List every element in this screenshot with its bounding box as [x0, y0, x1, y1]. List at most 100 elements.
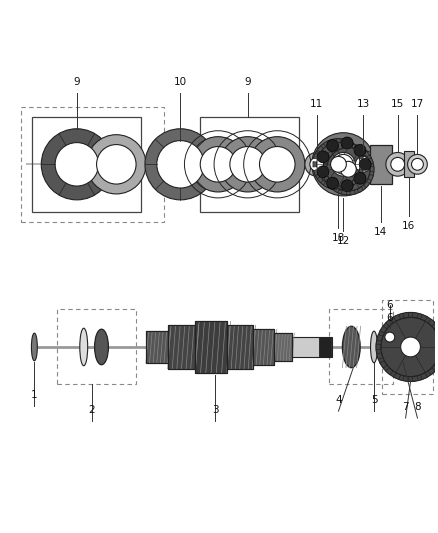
Circle shape: [341, 180, 353, 192]
Circle shape: [41, 129, 113, 200]
Bar: [382, 300, 433, 394]
Bar: [146, 331, 168, 363]
Circle shape: [230, 147, 265, 182]
Text: 4: 4: [335, 395, 342, 405]
Bar: [253, 329, 274, 365]
Polygon shape: [333, 146, 339, 152]
Text: 7: 7: [402, 402, 409, 412]
Polygon shape: [364, 151, 370, 157]
Polygon shape: [341, 190, 347, 195]
Polygon shape: [380, 361, 387, 368]
Polygon shape: [327, 181, 333, 188]
Polygon shape: [314, 153, 319, 159]
Text: 5: 5: [371, 395, 377, 405]
Bar: [404, 151, 413, 177]
Text: 9: 9: [74, 77, 80, 87]
Circle shape: [412, 158, 424, 170]
Polygon shape: [323, 141, 330, 147]
Bar: [168, 325, 195, 369]
Polygon shape: [420, 373, 427, 379]
Circle shape: [220, 136, 275, 192]
Text: 11: 11: [310, 99, 323, 109]
Polygon shape: [434, 361, 438, 368]
Text: 6: 6: [386, 313, 393, 324]
Bar: [227, 325, 253, 369]
Text: 9: 9: [244, 77, 251, 87]
Ellipse shape: [32, 333, 37, 361]
Circle shape: [354, 172, 366, 184]
Circle shape: [313, 139, 364, 190]
Bar: [21, 107, 164, 222]
Polygon shape: [340, 185, 346, 190]
Text: 2: 2: [88, 405, 95, 415]
Text: 6: 6: [386, 300, 393, 310]
Circle shape: [145, 129, 216, 200]
Circle shape: [312, 133, 375, 196]
Bar: [227, 325, 253, 369]
Polygon shape: [323, 174, 329, 181]
Bar: [292, 337, 332, 357]
Circle shape: [310, 157, 324, 171]
Polygon shape: [347, 141, 353, 147]
Polygon shape: [368, 158, 373, 164]
Polygon shape: [350, 190, 355, 195]
Circle shape: [391, 157, 405, 171]
Polygon shape: [353, 146, 360, 152]
Text: 3: 3: [212, 405, 219, 415]
Bar: [32, 117, 141, 212]
Text: 15: 15: [391, 99, 404, 109]
Circle shape: [340, 161, 356, 177]
Circle shape: [385, 332, 395, 342]
Circle shape: [332, 152, 355, 176]
Circle shape: [259, 147, 295, 182]
Text: 13: 13: [357, 99, 370, 109]
Bar: [328, 310, 393, 384]
Polygon shape: [376, 344, 381, 350]
Circle shape: [87, 135, 146, 194]
Polygon shape: [313, 161, 317, 167]
Text: 18: 18: [332, 233, 345, 244]
Polygon shape: [403, 312, 409, 318]
Bar: [195, 321, 227, 373]
Text: 8: 8: [414, 402, 421, 412]
Text: 14: 14: [374, 227, 388, 237]
Polygon shape: [340, 139, 346, 143]
Polygon shape: [380, 326, 387, 333]
Polygon shape: [332, 185, 337, 190]
Polygon shape: [364, 181, 370, 188]
Polygon shape: [412, 376, 418, 382]
Polygon shape: [347, 182, 353, 188]
Polygon shape: [333, 187, 339, 193]
Bar: [200, 117, 299, 212]
Circle shape: [305, 152, 328, 176]
Polygon shape: [428, 319, 435, 326]
Polygon shape: [428, 368, 435, 375]
Bar: [168, 325, 195, 369]
Polygon shape: [394, 373, 401, 379]
Polygon shape: [386, 319, 393, 326]
Text: 17: 17: [411, 99, 424, 109]
Polygon shape: [323, 167, 327, 172]
Circle shape: [341, 137, 353, 149]
Circle shape: [386, 152, 410, 176]
Text: 16: 16: [402, 221, 415, 231]
Polygon shape: [412, 312, 418, 318]
Bar: [146, 331, 168, 363]
Circle shape: [408, 155, 427, 174]
Bar: [274, 333, 292, 361]
Polygon shape: [368, 174, 373, 181]
Circle shape: [376, 312, 438, 382]
Polygon shape: [420, 314, 427, 321]
Polygon shape: [323, 158, 329, 164]
Circle shape: [359, 158, 371, 170]
Polygon shape: [360, 161, 364, 167]
Polygon shape: [434, 326, 438, 333]
Polygon shape: [350, 143, 355, 148]
Polygon shape: [403, 376, 409, 382]
Circle shape: [327, 140, 339, 151]
Bar: [274, 333, 292, 361]
Polygon shape: [341, 143, 347, 148]
Polygon shape: [317, 146, 323, 152]
Bar: [370, 144, 392, 184]
Ellipse shape: [80, 328, 88, 366]
